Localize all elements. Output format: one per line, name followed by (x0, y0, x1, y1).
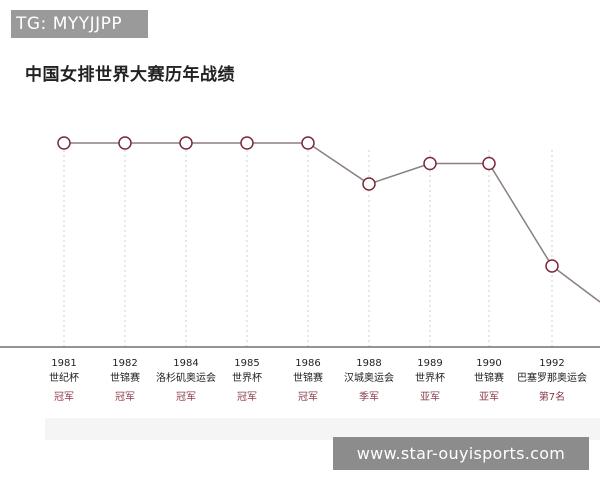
event-label: 世界杯 (415, 371, 445, 384)
event-label: 世纪杯 (49, 371, 79, 384)
result-label: 亚军 (420, 391, 440, 403)
result-label: 第7名 (539, 390, 565, 403)
event-label: 世锦赛 (474, 371, 504, 384)
data-point-1984 (179, 136, 193, 150)
result-label: 冠军 (54, 391, 74, 403)
data-point-1981 (57, 136, 71, 150)
data-point-1992 (545, 259, 559, 273)
year-label: 1982 (112, 358, 137, 369)
data-point-1985 (240, 136, 254, 150)
year-label: 1985 (234, 358, 259, 369)
result-label: 冠军 (115, 391, 135, 403)
bottom-watermark-label: www.star-ouyisports.com (333, 437, 589, 470)
result-label: 冠军 (237, 391, 257, 403)
footer-band (45, 418, 600, 440)
data-point-1986 (301, 136, 315, 150)
year-label: 1984 (173, 358, 198, 369)
event-label: 巴塞罗那奥运会 (517, 371, 587, 384)
year-label: 1986 (295, 358, 320, 369)
result-label: 冠军 (176, 391, 196, 403)
top-watermark-label: TG: MYYJJPP (11, 10, 148, 38)
result-label: 季军 (359, 391, 379, 403)
event-label: 世界杯 (232, 371, 262, 384)
data-point-1990 (482, 156, 496, 171)
year-label: 1992 (539, 358, 564, 369)
result-label: 冠军 (298, 391, 318, 403)
event-label: 世锦赛 (293, 371, 323, 384)
year-label: 1988 (356, 358, 381, 369)
data-point-1982 (118, 136, 132, 150)
series-line (64, 142, 600, 303)
event-label: 汉城奥运会 (344, 371, 394, 384)
data-point-1988 (362, 177, 376, 191)
year-label: 1990 (476, 358, 501, 369)
data-point-1989 (423, 156, 437, 171)
year-label: 1989 (417, 358, 442, 369)
event-label: 洛杉矶奥运会 (156, 371, 216, 384)
year-label: 1981 (51, 358, 76, 369)
chart-title: 中国女排世界大赛历年战绩 (25, 65, 235, 85)
event-label: 世锦赛 (110, 371, 140, 384)
result-label: 亚军 (479, 391, 499, 403)
